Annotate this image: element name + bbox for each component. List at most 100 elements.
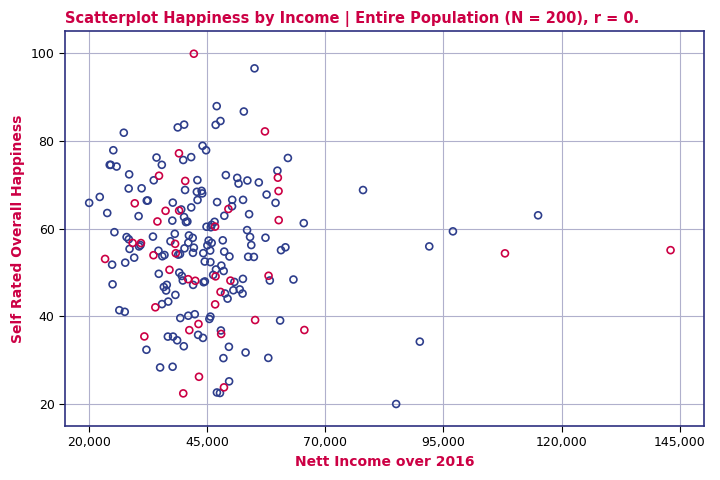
Point [154,364,166,372]
Point [162,333,174,340]
Point [238,108,250,115]
Point [174,250,186,258]
Point [299,326,310,334]
Point [179,213,190,221]
Point [447,228,459,235]
Point [150,154,162,161]
Point [176,205,187,213]
Point [231,174,243,182]
Point [357,186,369,194]
Point [215,330,227,338]
Point [196,187,207,195]
Point [204,315,215,323]
Point [248,64,260,72]
Point [121,233,132,241]
Point [211,389,222,396]
Point [240,348,251,356]
Point [197,334,209,342]
Point [274,317,286,324]
Point [210,121,222,129]
Point [129,200,140,207]
Point [180,218,192,226]
Point [152,217,163,225]
Point [182,312,194,320]
Point [123,185,135,192]
Point [166,217,178,225]
Point [206,221,217,228]
Point [150,303,161,311]
Point [156,161,168,168]
Point [270,199,282,207]
Point [248,253,260,261]
Point [158,251,170,259]
Point [182,276,194,283]
Point [237,275,248,283]
Point [178,342,189,350]
Point [153,270,165,277]
Point [271,167,283,175]
Point [147,233,158,240]
Point [174,314,186,322]
Point [263,272,274,279]
Point [228,287,239,294]
Point [204,258,216,266]
Point [158,283,169,291]
Point [259,128,271,135]
Point [275,246,287,254]
Point [193,373,204,381]
Point [161,281,173,288]
Point [119,308,130,316]
Point [243,210,255,218]
Point [207,271,219,279]
Point [169,230,181,238]
Point [186,153,197,161]
Point [94,193,106,201]
Point [189,311,201,318]
Point [163,298,174,305]
Point [210,273,221,280]
Text: Scatterplot Happiness by Income | Entire Population (N = 200), r = 0.: Scatterplot Happiness by Income | Entire… [65,11,639,27]
Point [279,243,291,251]
Point [167,333,179,340]
Point [229,278,240,286]
Point [246,241,257,249]
Point [204,313,216,321]
Point [414,338,426,346]
Point [183,232,194,240]
Point [244,233,256,241]
Point [209,218,220,226]
Point [187,249,199,257]
Point [215,389,226,397]
Point [261,191,272,198]
Point [197,249,209,257]
Point [264,276,276,284]
Point [178,390,189,397]
Point [222,295,233,302]
Point [179,177,191,185]
Point [201,223,212,230]
Point [140,346,152,354]
Point [238,196,249,204]
Point [203,237,215,244]
Point [218,248,230,255]
Point [215,288,226,296]
Point [390,400,402,408]
Point [161,287,172,294]
Point [223,343,235,350]
Point [142,197,153,204]
Point [179,121,190,129]
Point [198,278,210,286]
Point [187,234,199,242]
Point [199,258,210,265]
Point [197,190,208,197]
Point [199,277,211,285]
Point [148,177,160,184]
Point [272,174,284,181]
Point [188,50,199,58]
Point [218,384,230,391]
Point [133,242,145,250]
Point [222,205,234,213]
Point [177,156,189,164]
Point [105,161,117,168]
Point [282,154,294,162]
